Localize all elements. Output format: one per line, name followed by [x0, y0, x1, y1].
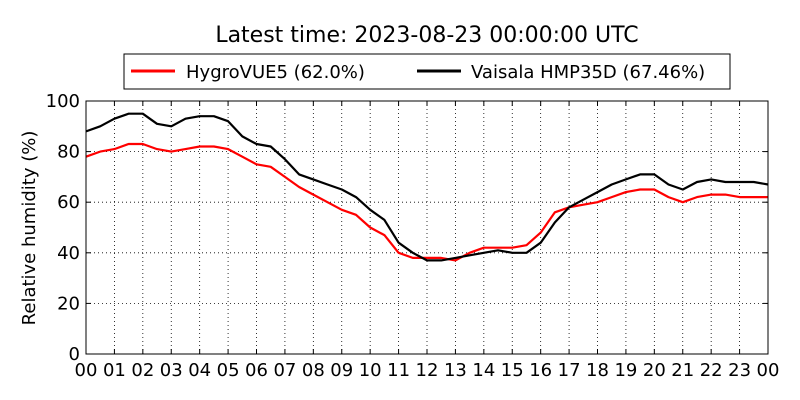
y-tick-label: 40	[57, 243, 80, 264]
series-line-hygrovue5	[85, 142, 768, 262]
x-tick-label: 00	[757, 360, 780, 381]
y-tick-label: 20	[57, 293, 80, 314]
x-tick-label: 20	[643, 360, 666, 381]
x-tick-label: 07	[273, 360, 296, 381]
x-tick-label: 13	[444, 360, 467, 381]
y-tick-labels: 0 20 40 60 80 100	[46, 91, 80, 365]
chart-title: Latest time: 2023-08-23 00:00:00 UTC	[215, 23, 638, 48]
legend-label-vaisala: Vaisala HMP35D (67.46%)	[471, 62, 705, 83]
y-axis-label: Relative humidity (%)	[19, 131, 40, 326]
y-tick-label: 80	[57, 142, 80, 163]
x-tick-label: 19	[614, 360, 637, 381]
x-tick-label: 17	[558, 360, 581, 381]
x-tick-label: 00	[75, 360, 98, 381]
y-tick-label: 100	[46, 91, 80, 112]
x-tick-label: 22	[700, 360, 723, 381]
x-tick-label: 03	[160, 360, 183, 381]
plot-frame	[85, 100, 769, 355]
series-line-vaisala	[85, 112, 769, 262]
x-tick-label: 23	[728, 360, 751, 381]
x-tick-label: 04	[188, 360, 211, 381]
x-tick-label: 01	[103, 360, 126, 381]
x-tick-label: 06	[245, 360, 268, 381]
y-tick-label: 0	[69, 344, 80, 365]
grid-lines	[86, 101, 768, 354]
x-tick-label: 16	[529, 360, 552, 381]
series-layer	[85, 112, 769, 262]
x-tick-label: 02	[131, 360, 154, 381]
legend: HygroVUE5 (62.0%) Vaisala HMP35D (67.46%…	[123, 53, 731, 90]
ticks	[85, 100, 769, 355]
x-tick-label: 11	[387, 360, 410, 381]
x-tick-label: 14	[472, 360, 495, 381]
x-tick-label: 08	[302, 360, 325, 381]
x-tick-label: 05	[217, 360, 240, 381]
x-tick-label: 12	[416, 360, 439, 381]
x-tick-labels: 00 01 02 03 04 05 06 07 08 09 10 11 12 13 14 15 16 17 18 19…	[75, 360, 780, 381]
legend-label-hygrovue5: HygroVUE5 (62.0%)	[186, 62, 365, 83]
y-tick-label: 60	[57, 192, 80, 213]
x-tick-label: 15	[501, 360, 524, 381]
x-tick-label: 09	[330, 360, 353, 381]
x-tick-label: 10	[359, 360, 382, 381]
x-tick-label: 21	[671, 360, 694, 381]
x-tick-label: 18	[586, 360, 609, 381]
